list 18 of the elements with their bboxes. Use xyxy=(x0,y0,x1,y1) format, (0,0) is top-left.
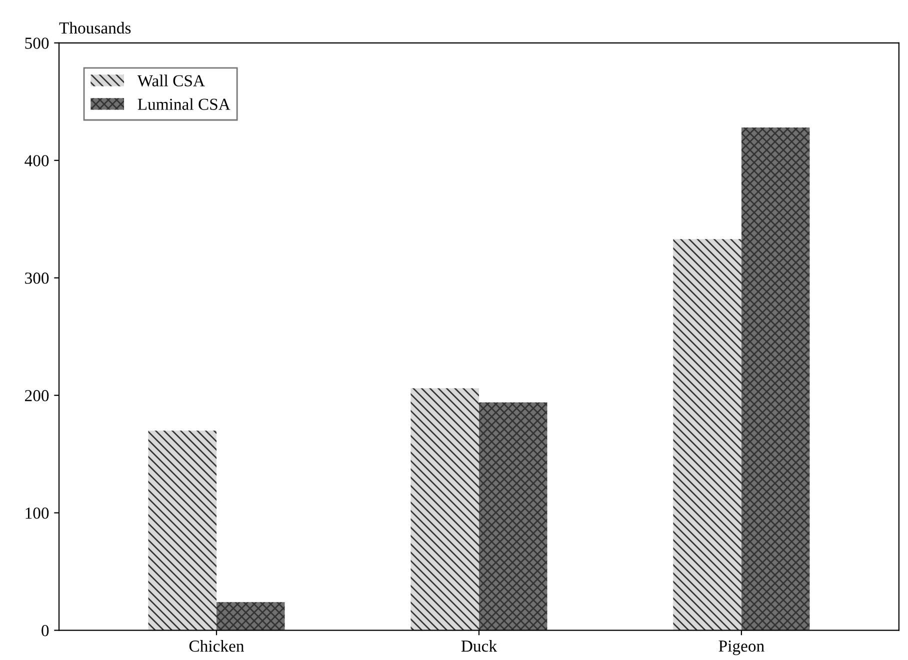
x-tick-label: Pigeon xyxy=(718,640,764,656)
bar xyxy=(148,430,216,630)
bar xyxy=(410,388,479,630)
bar xyxy=(478,402,548,630)
x-tick-label: Duck xyxy=(461,640,498,652)
x-tick-label: Chicken xyxy=(189,640,244,652)
legend-label: Luminal CSA xyxy=(138,98,230,110)
y-tick-label: 200 xyxy=(25,390,49,402)
y-axis-title: Thousands xyxy=(59,22,131,34)
y-tick-label: 500 xyxy=(25,38,49,49)
y-tick-label: 100 xyxy=(26,508,49,519)
y-tick-label: 400 xyxy=(24,155,49,166)
bar xyxy=(673,239,742,630)
y-tick-label: 300 xyxy=(25,272,49,284)
y-tick-label: 0 xyxy=(42,625,49,636)
bar xyxy=(216,602,285,630)
bar xyxy=(741,127,810,630)
legend-label: Wall CSA xyxy=(137,74,205,86)
